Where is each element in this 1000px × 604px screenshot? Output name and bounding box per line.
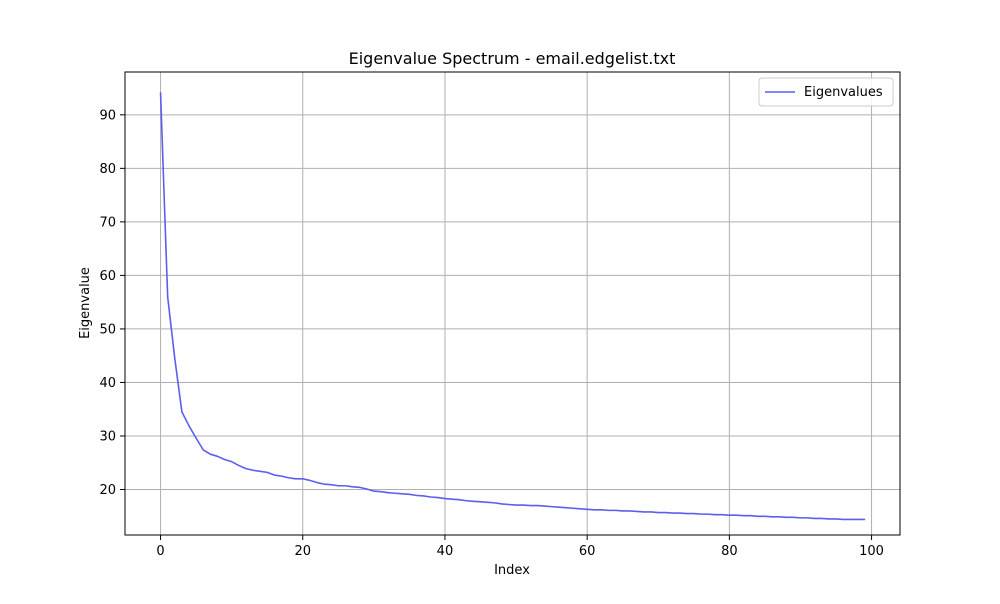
legend-label-eigenvalues: Eigenvalues [804, 85, 883, 100]
y-tick-label: 90 [99, 108, 116, 123]
x-axis-ticks: 0 20 40 60 80 100 [156, 535, 884, 559]
legend: Eigenvalues [758, 77, 894, 107]
chart-title: Eigenvalue Spectrum - email.edgelist.txt [349, 49, 676, 68]
x-tick-label: 100 [859, 544, 884, 559]
series-line-eigenvalues [159, 92, 866, 521]
x-tick-label: 60 [579, 544, 596, 559]
y-axis-ticks: 20 30 40 50 60 70 80 90 [99, 108, 125, 498]
x-tick-label: 0 [156, 544, 164, 559]
legend-box [758, 77, 894, 107]
x-tick-label: 20 [294, 544, 311, 559]
grid-lines [125, 72, 900, 535]
y-tick-label: 30 [99, 429, 116, 444]
series-layer [159, 92, 866, 521]
y-tick-label: 60 [99, 269, 116, 284]
x-tick-label: 40 [437, 544, 454, 559]
y-tick-label: 70 [99, 215, 116, 230]
y-tick-label: 50 [99, 322, 116, 337]
x-tick-label: 80 [721, 544, 738, 559]
y-axis-label: Eigenvalue [78, 267, 93, 339]
plot-area-frame [124, 71, 901, 536]
y-tick-label: 40 [99, 376, 116, 391]
y-tick-label: 80 [99, 162, 116, 177]
x-axis-label: Index [494, 563, 530, 578]
y-tick-label: 20 [99, 483, 116, 498]
